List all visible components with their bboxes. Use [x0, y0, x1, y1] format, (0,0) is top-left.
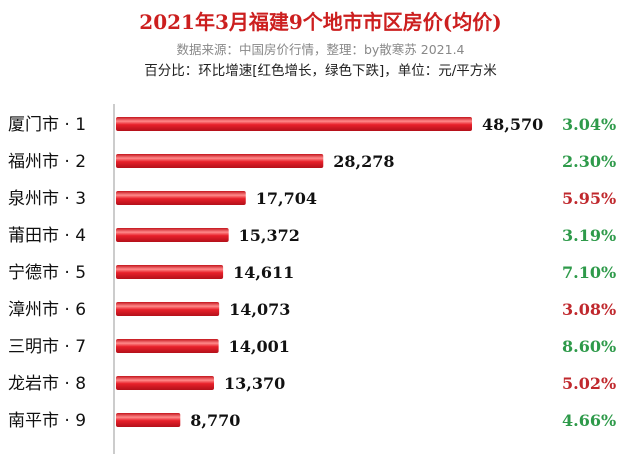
- bar: [116, 376, 214, 390]
- category-label: 宁德市 · 5: [8, 263, 86, 283]
- value-label: 14,073: [229, 300, 290, 319]
- bar: [116, 339, 219, 353]
- category-label: 泉州市 · 3: [8, 189, 86, 209]
- change-label: 5.02%: [562, 374, 616, 393]
- value-label: 17,704: [256, 189, 317, 208]
- category-label: 厦门市 · 1: [8, 115, 86, 135]
- value-label: 48,570: [482, 115, 543, 134]
- change-label: 3.08%: [562, 300, 616, 319]
- change-label: 3.04%: [562, 115, 616, 134]
- change-label: 8.60%: [562, 337, 616, 356]
- change-label: 2.30%: [562, 152, 616, 171]
- change-label: 3.19%: [562, 226, 616, 245]
- change-label: 4.66%: [562, 411, 616, 430]
- category-label: 福州市 · 2: [8, 152, 86, 172]
- bar: [116, 117, 472, 131]
- value-label: 14,611: [233, 263, 294, 282]
- chart-source: 数据来源：中国房价行情，整理：by散寒苏 2021.4: [176, 42, 465, 57]
- category-label: 龙岩市 · 8: [8, 374, 86, 394]
- bar: [116, 302, 220, 316]
- chart-note: 百分比：环比增速[红色增长，绿色下跌]，单位：元/平方米: [144, 63, 497, 79]
- value-label: 13,370: [224, 374, 285, 393]
- bar: [116, 265, 224, 279]
- bar: [116, 191, 246, 205]
- bar: [116, 154, 324, 168]
- change-label: 5.95%: [562, 189, 616, 208]
- value-label: 8,770: [190, 411, 240, 430]
- change-label: 7.10%: [562, 263, 616, 282]
- category-label: 三明市 · 7: [8, 337, 86, 357]
- value-label: 28,278: [333, 152, 394, 171]
- value-label: 15,372: [239, 226, 300, 245]
- value-label: 14,001: [229, 337, 290, 356]
- bar: [116, 413, 181, 427]
- bar: [116, 228, 229, 242]
- category-label: 南平市 · 9: [8, 411, 86, 431]
- chart-title: 2021年3月福建9个地市市区房价(均价): [139, 10, 502, 34]
- category-label: 漳州市 · 6: [8, 300, 86, 320]
- category-label: 莆田市 · 4: [8, 226, 86, 246]
